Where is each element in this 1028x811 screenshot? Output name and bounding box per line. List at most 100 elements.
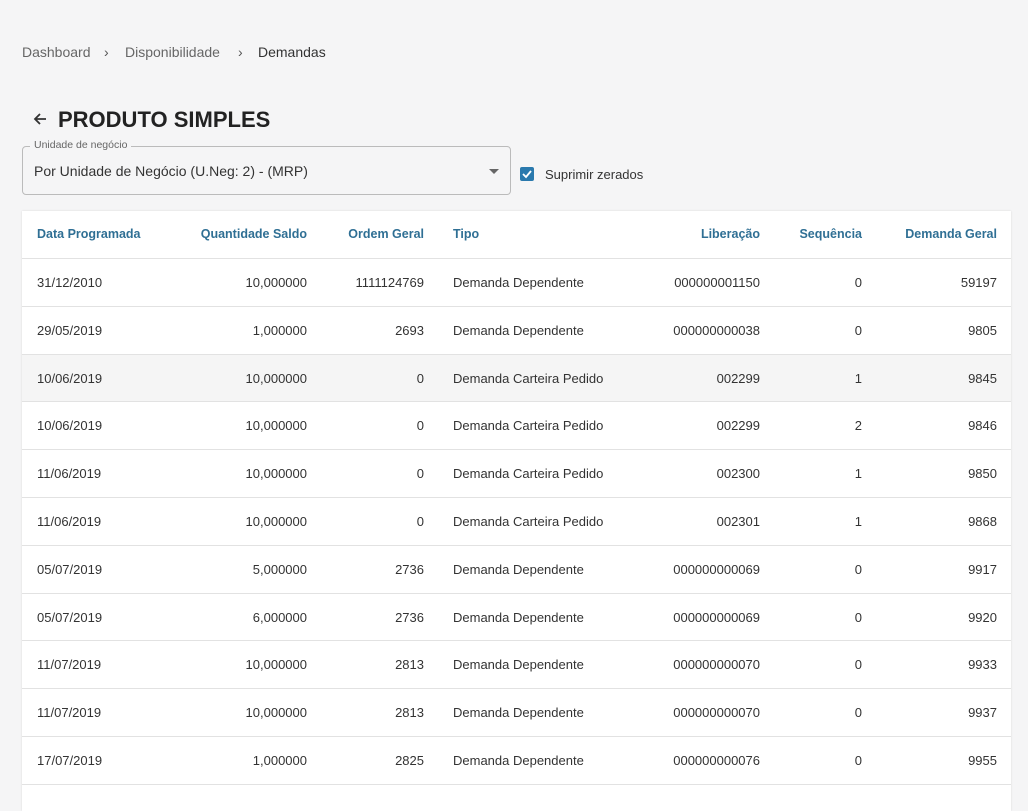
table-row[interactable]: 10/06/2019 10,000000 0 Demanda Carteira Ped… [22, 402, 1011, 451]
page-title: PRODUTO SIMPLES [58, 107, 271, 132]
table-row[interactable]: 31/12/2010 10,000000 1111124769 Demanda Dep… [22, 259, 1011, 307]
table-cell: 05/07/2019 [37, 561, 103, 577]
table-cell: 10/06/2019 [37, 370, 103, 386]
table-cell: 9845 [968, 370, 997, 386]
table-cell: 000000001150 [674, 275, 760, 290]
breadcrumb-link[interactable]: Dashboard [22, 44, 91, 60]
column-header[interactable]: Tipo [453, 227, 480, 241]
table-cell: Demanda Carteira Pedido [453, 514, 604, 529]
table-cell: 9850 [968, 466, 997, 482]
breadcrumb-link[interactable]: Disponibilidade [125, 44, 220, 60]
table-cell: Demanda Dependente [453, 561, 584, 577]
table-row[interactable]: 17/07/2019 1,000000 2825 Demanda Dependente… [22, 737, 1011, 785]
table-cell: 0 [854, 753, 862, 768]
table-cell: 2825 [395, 753, 424, 768]
table-cell: 9920 [968, 609, 997, 625]
back-button[interactable] [32, 111, 48, 127]
table-cell: 9917 [968, 561, 997, 577]
table-cell: 9955 [968, 753, 997, 768]
column-header[interactable]: Demanda Geral [905, 227, 997, 241]
table-row[interactable]: 05/07/2019 5,000000 2736 Demanda Dependente… [22, 545, 1011, 594]
table-cell: Demanda Carteira Pedido [453, 466, 604, 482]
table-cell: 9805 [968, 322, 997, 338]
table-cell: 10,000000 [245, 466, 307, 482]
select-value: Por Unidade de Negócio (U.Neg: 2) - (MRP… [34, 163, 308, 179]
table-cell: 1,000000 [252, 322, 307, 338]
table-cell: 0 [854, 322, 862, 338]
table-row[interactable]: 11/07/2019 10,000000 2813 Demanda Dependent… [22, 689, 1011, 737]
table-cell: 29/05/2019 [37, 322, 103, 338]
table-cell: Demanda Dependente [453, 753, 584, 768]
screen: Dashboard › Disponibilidade › Demandas P… [22, 44, 1011, 785]
select-field[interactable] [22, 146, 511, 195]
table-cell: 6,000000 [252, 609, 307, 625]
breadcrumb-separator: › [238, 44, 243, 60]
table-cell: 0 [416, 418, 424, 434]
table-cell: 05/07/2019 [37, 609, 103, 625]
select-caret [489, 169, 499, 174]
table-row[interactable]: 11/07/2019 10,000000 2813 Demanda Dependent… [22, 641, 1011, 690]
table-cell: 59197 [960, 275, 997, 290]
table-row[interactable]: 05/07/2019 6,000000 2736 Demanda Dependente… [22, 593, 1011, 642]
table-cell: 000000000070 [673, 657, 760, 673]
table-cell: 0 [854, 705, 862, 721]
column-header[interactable]: Quantidade Saldo [200, 227, 307, 241]
select-label: Unidade de negócio [30, 139, 132, 151]
table-cell: 0 [854, 657, 862, 673]
table-cell: 9933 [968, 657, 997, 673]
column-header[interactable]: Liberação [700, 227, 760, 241]
table-cell: 2 [854, 418, 862, 434]
table-cell: Demanda Dependente [453, 609, 584, 625]
table-cell: 11/06/2019 [37, 514, 102, 529]
table-cell: 10,000000 [245, 705, 307, 721]
table-cell: 10,000000 [245, 657, 307, 673]
column-header[interactable]: Data Programada [37, 227, 141, 241]
table-cell: 9937 [968, 705, 997, 721]
table-cell: Demanda Dependente [453, 705, 584, 721]
column-header[interactable]: Sequência [799, 227, 862, 241]
table-cell: 002299 [716, 370, 760, 386]
table-cell: 002301 [716, 514, 760, 529]
table-cell: Demanda Dependente [453, 322, 584, 338]
table-row[interactable]: 29/05/2019 1,000000 2693 Demanda Dependente… [22, 306, 1011, 355]
table-cell: 11/07/2019 [37, 657, 102, 673]
page: Demandas {"breadcrumb": ["Dashboard", "D… [22, 44, 1011, 785]
table-cell: 0 [416, 514, 424, 529]
table-cell: 2693 [395, 322, 424, 338]
table-cell: 0 [854, 561, 862, 577]
table-cell: 1 [854, 514, 862, 529]
table-cell: 000000000070 [673, 705, 760, 721]
table-cell: 1 [854, 370, 862, 386]
table-cell: 2736 [395, 609, 424, 625]
table-cell: 10,000000 [245, 275, 307, 290]
table-cell: 002300 [716, 466, 760, 482]
table-cell: 11/06/2019 [37, 466, 102, 482]
table-header: Data Programada Quantidade Saldo Ordem Ger… [22, 211, 1011, 259]
table-cell: 17/07/2019 [37, 753, 103, 768]
table-cell: 10/06/2019 [37, 418, 103, 434]
table: Data Programada Quantidade Saldo Ordem Ger… [22, 211, 1011, 811]
table-cell: 0 [854, 609, 862, 625]
checkbox[interactable] [520, 167, 534, 181]
table-cell: 0 [416, 370, 424, 386]
table-cell: 1,000000 [252, 753, 307, 768]
table-cell: 1 [854, 466, 862, 482]
column-header[interactable]: Ordem Geral [348, 227, 424, 241]
table-cell: 000000000076 [673, 753, 760, 768]
table-cell: 000000000038 [673, 322, 760, 338]
table-row[interactable]: 11/06/2019 10,000000 0 Demanda Carteira Ped… [22, 498, 1011, 546]
table-cell: Demanda Carteira Pedido [453, 418, 604, 434]
table-cell: 11/07/2019 [37, 705, 102, 721]
table-row[interactable]: 11/06/2019 10,000000 0 Demanda Carteira Ped… [22, 450, 1011, 498]
table-row[interactable]: 10/06/2019 10,000000 0 Demanda Carteira Ped… [22, 354, 1011, 403]
table-cell: 5,000000 [252, 561, 307, 577]
table-cell: 31/12/2010 [37, 275, 103, 290]
table-cell: 9846 [968, 418, 997, 434]
checkbox-label[interactable]: Suprimir zerados [545, 167, 644, 182]
breadcrumb-separator: › [104, 44, 109, 60]
table-cell: 10,000000 [245, 370, 307, 386]
table-cell: 1111124769 [355, 275, 424, 290]
table-cell: 0 [854, 275, 862, 290]
table-cell: 2813 [395, 705, 424, 721]
table-cell: 9868 [968, 514, 997, 529]
